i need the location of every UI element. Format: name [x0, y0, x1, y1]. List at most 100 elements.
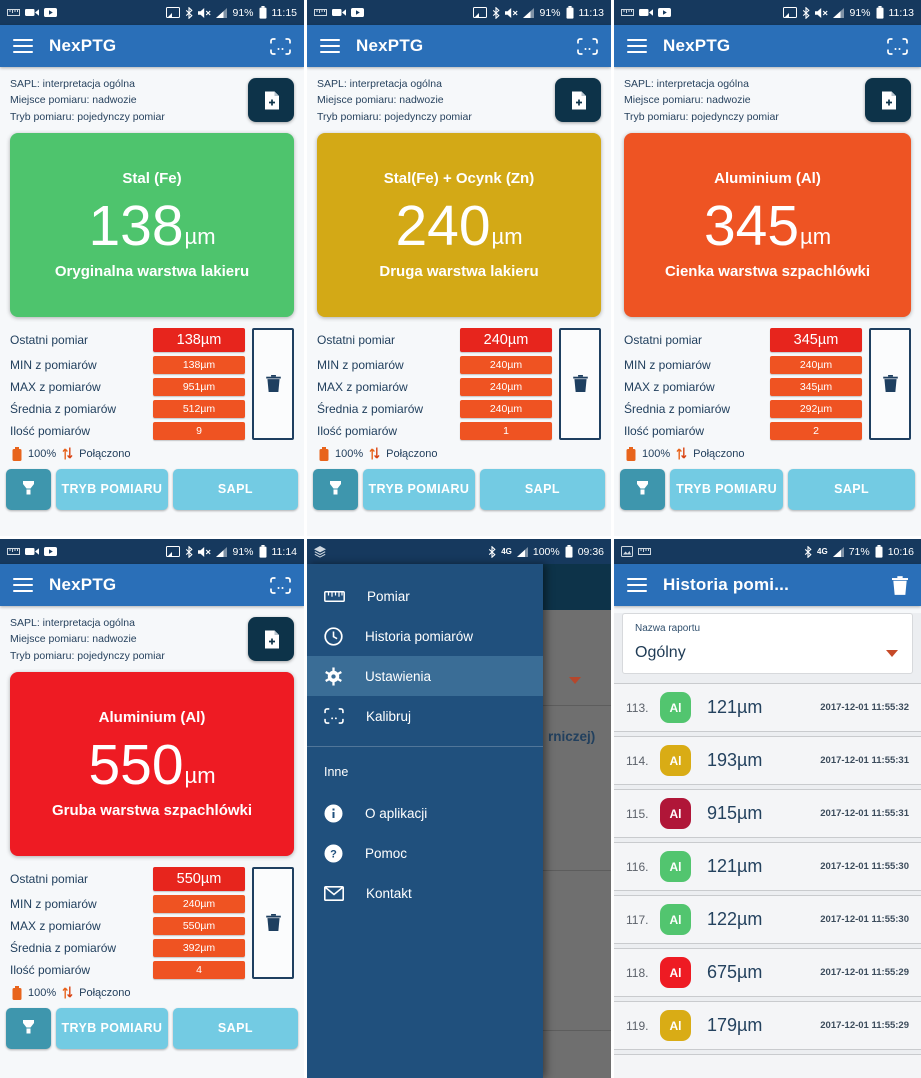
- row-number: 117.: [626, 912, 649, 927]
- drawer-backdrop[interactable]: rniczej) Pomiar Historia pomiarów Ustawi…: [307, 564, 611, 1078]
- device-battery-percent: 100%: [642, 447, 671, 460]
- row-number: 119.: [626, 1018, 649, 1033]
- sapl-button[interactable]: SAPL: [172, 1007, 298, 1049]
- connection-status: Połączono: [79, 986, 131, 999]
- clear-stats-button[interactable]: [869, 327, 911, 440]
- add-report-button[interactable]: [248, 617, 294, 662]
- cast-icon: [783, 7, 798, 18]
- clear-stats-button[interactable]: [252, 866, 294, 979]
- stat-value-badge: 292µm: [770, 399, 862, 418]
- battery-icon: [12, 985, 22, 1000]
- app-bar: Historia pomi...: [614, 564, 921, 606]
- row-value: 179µm: [707, 1015, 763, 1035]
- flashlight-icon: [23, 480, 34, 495]
- measure-mode-button[interactable]: TRYB POMIARU: [670, 468, 784, 510]
- report-selector-label: Nazwa raportu: [635, 623, 701, 634]
- play-icon: [44, 8, 57, 17]
- drawer-item-kontakt[interactable]: Kontakt: [307, 873, 543, 913]
- connection-status: Połączono: [79, 447, 131, 460]
- calibrate-icon[interactable]: [577, 37, 598, 55]
- page-title: NexPTG: [663, 36, 731, 55]
- action-buttons: TRYB POMIARU SAPL: [0, 1001, 304, 1049]
- sapl-button[interactable]: SAPL: [788, 468, 915, 510]
- battery-percent: 100%: [532, 545, 560, 558]
- calibrate-icon[interactable]: [887, 37, 908, 55]
- menu-button[interactable]: [320, 38, 340, 54]
- stat-value-badge: 240µm: [460, 399, 552, 418]
- history-row[interactable]: 117. Al 122µm 2017-12-01 11:55:30: [614, 895, 921, 944]
- measurement-list: 113. Al 121µm 2017-12-01 11:55:32 114. A…: [614, 683, 921, 1078]
- layers-icon: [314, 545, 326, 558]
- clear-stats-button[interactable]: [559, 327, 601, 440]
- material-badge: Al: [660, 745, 691, 776]
- clear-stats-button[interactable]: [252, 327, 294, 440]
- drawer-item-pomiar[interactable]: Pomiar: [307, 576, 543, 616]
- drawer-item-o-aplikacji[interactable]: O aplikacji: [307, 793, 543, 833]
- add-report-button[interactable]: [555, 78, 601, 123]
- row-value: 122µm: [707, 909, 763, 929]
- play-icon: [44, 547, 57, 556]
- row-number: 116.: [626, 859, 649, 874]
- add-report-button[interactable]: [865, 78, 911, 123]
- flashlight-button[interactable]: [313, 468, 358, 510]
- measure-mode-button[interactable]: TRYB POMIARU: [56, 468, 168, 510]
- trash-icon: [572, 375, 588, 393]
- history-row[interactable]: 113. Al 121µm 2017-12-01 11:55:32: [614, 683, 921, 732]
- history-content: Nazwa raportu Ogólny 113. Al 121µm 2017-…: [614, 613, 921, 1078]
- status-bar: 4G 71% 10:16: [614, 539, 921, 564]
- history-row[interactable]: 118. Al 675µm 2017-12-01 11:55:29: [614, 948, 921, 997]
- history-row[interactable]: 116. Al 121µm 2017-12-01 11:55:30: [614, 842, 921, 891]
- row-value: 675µm: [707, 962, 763, 982]
- drawer-item-ustawienia[interactable]: Ustawienia: [307, 656, 543, 696]
- drawer-item-kalibruj[interactable]: Kalibruj: [307, 696, 543, 736]
- stat-value-badge: 240µm: [460, 377, 552, 396]
- drawer-item-pomoc[interactable]: ? Pomoc: [307, 833, 543, 873]
- menu-button[interactable]: [627, 38, 647, 54]
- history-row[interactable]: 115. Al 915µm 2017-12-01 11:55:31: [614, 789, 921, 838]
- row-value: 193µm: [707, 750, 763, 770]
- delete-history-button[interactable]: [892, 575, 908, 595]
- battery-percent: 91%: [232, 6, 254, 19]
- menu-button[interactable]: [627, 577, 647, 593]
- measurement-screen-alu-thin: 91% 11:13 NexPTG SAPL: interpretacja ogó…: [614, 0, 921, 539]
- calibrate-icon[interactable]: [270, 37, 291, 55]
- sapl-button[interactable]: SAPL: [172, 468, 298, 510]
- drawer-item-historia[interactable]: Historia pomiarów: [307, 616, 543, 656]
- report-selector[interactable]: Nazwa raportu Ogólny: [622, 613, 913, 674]
- history-row[interactable]: 119. Al 179µm 2017-12-01 11:55:29: [614, 1001, 921, 1050]
- camera-icon: [639, 9, 653, 16]
- menu-button[interactable]: [13, 577, 33, 593]
- flashlight-button[interactable]: [6, 1007, 51, 1049]
- measure-mode-button[interactable]: TRYB POMIARU: [363, 468, 475, 510]
- row-timestamp: 2017-12-01 11:55:31: [820, 808, 909, 819]
- calibrate-icon[interactable]: [270, 576, 291, 594]
- stat-row-avg: Średnia z pomiarów 292µm: [624, 399, 862, 418]
- status-bar: 91% 11:15: [0, 0, 304, 25]
- battery-percent: 91%: [849, 6, 871, 19]
- sapl-button[interactable]: SAPL: [479, 468, 605, 510]
- connection-status-row: 100% Połączono: [307, 440, 611, 462]
- measurement-settings-summary: SAPL: interpretacja ogólna Miejsce pomia…: [614, 67, 921, 129]
- measurement-screen-steel: 91% 11:15 NexPTG SAPL: interpretacja ogó…: [0, 0, 307, 539]
- clock-text: 11:14: [271, 545, 298, 558]
- measurement-unit: µm: [491, 223, 523, 249]
- history-row[interactable]: 114. Al 193µm 2017-12-01 11:55:31: [614, 736, 921, 785]
- interpretation-label: Cienka warstwa szpachlówki: [664, 262, 871, 280]
- measure-mode-button[interactable]: TRYB POMIARU: [56, 1007, 168, 1049]
- add-report-button[interactable]: [248, 78, 294, 123]
- stat-value-badge: 138µm: [153, 355, 245, 374]
- app-bar: NexPTG: [0, 564, 304, 606]
- place-setting: Miejsce pomiaru: nadwozie: [10, 633, 137, 646]
- battery-percent: 91%: [539, 6, 561, 19]
- report-selector-value: Ogólny: [635, 644, 686, 661]
- file-plus-icon: [264, 630, 279, 649]
- row-timestamp: 2017-12-01 11:55:29: [820, 1020, 909, 1031]
- row-timestamp: 2017-12-01 11:55:30: [820, 914, 909, 925]
- material-badge: Al: [660, 851, 691, 882]
- row-number: 115.: [626, 806, 649, 821]
- stat-value-badge: 2: [770, 421, 862, 440]
- flashlight-button[interactable]: [620, 468, 665, 510]
- menu-button[interactable]: [13, 38, 33, 54]
- flashlight-button[interactable]: [6, 468, 51, 510]
- battery-icon: [12, 446, 22, 461]
